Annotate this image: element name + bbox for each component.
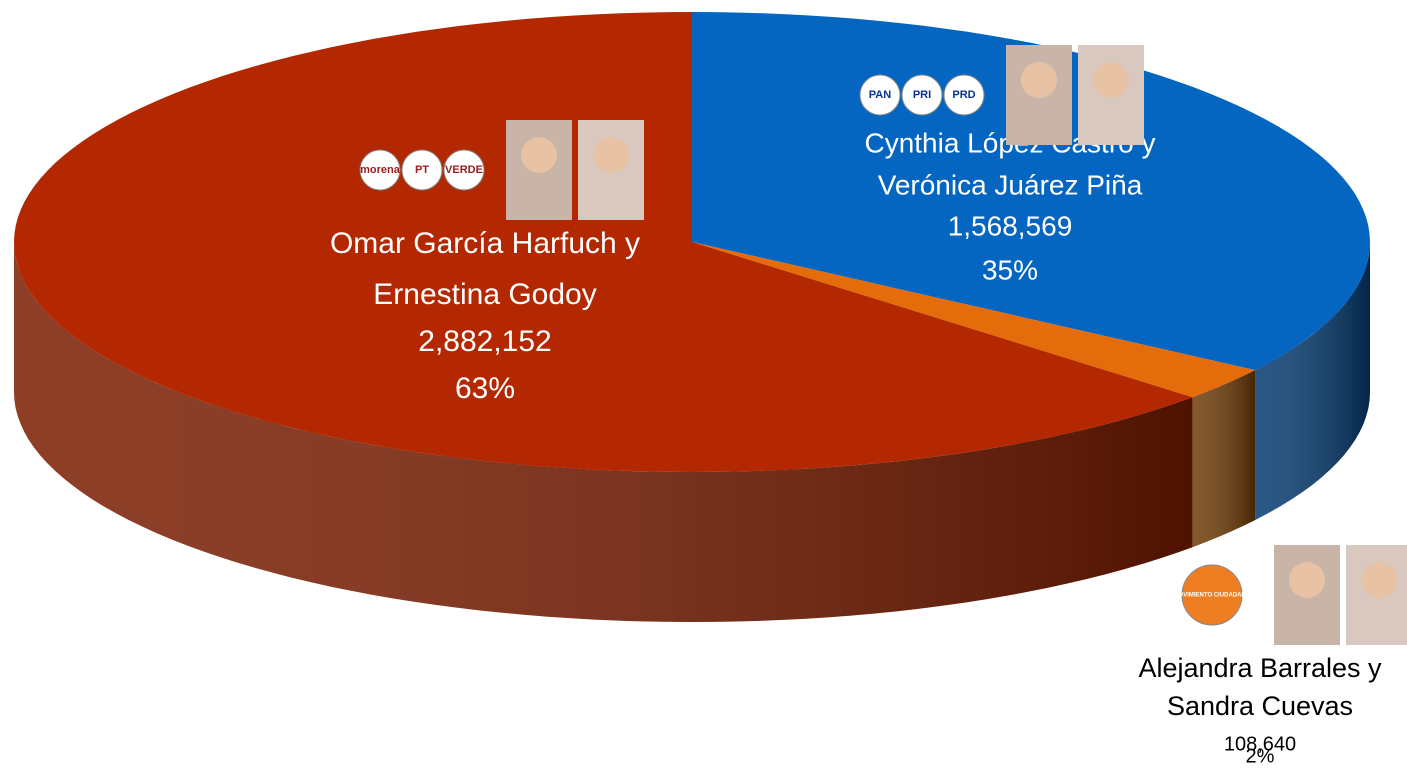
percent-label: 63% bbox=[455, 372, 515, 405]
value-label: 2,882,152 bbox=[418, 325, 551, 358]
party-logo bbox=[401, 149, 443, 191]
party-logo-text: morena bbox=[360, 164, 401, 176]
slice-side-shade bbox=[1255, 242, 1370, 521]
category-label: Sandra Cuevas bbox=[1167, 691, 1353, 721]
labels: Omar García Harfuch y Ernestina Godoy 2,88… bbox=[330, 45, 1407, 767]
party-logo-text: PRD bbox=[952, 89, 975, 101]
category-label: Omar García Harfuch y bbox=[330, 227, 640, 260]
party-logo bbox=[901, 74, 943, 116]
party-logo bbox=[359, 149, 401, 191]
party-logo-text: PAN bbox=[869, 89, 891, 101]
party-logo bbox=[859, 74, 901, 116]
percent-label: 2% bbox=[1246, 745, 1275, 767]
party-logo bbox=[943, 74, 985, 116]
logos: morena PT VERDE bbox=[359, 120, 644, 220]
party-logo-text: PRI bbox=[913, 89, 931, 101]
pie-tops bbox=[14, 12, 1370, 472]
candidate-face bbox=[1021, 62, 1057, 98]
category-label: Alejandra Barrales y bbox=[1138, 653, 1382, 683]
candidate-face bbox=[1093, 62, 1129, 98]
value-label: 1,568,569 bbox=[948, 210, 1073, 241]
party-logo-text: MOVIMIENTO CIUDADANO bbox=[1174, 593, 1251, 599]
category-label: Ernestina Godoy bbox=[373, 278, 596, 311]
value-label: 108,640 bbox=[1224, 733, 1296, 755]
party-logo-text: PT bbox=[415, 164, 429, 176]
slice-side-shade bbox=[14, 242, 1193, 622]
category-label: Verónica Juárez Piña bbox=[878, 169, 1143, 200]
pie-sides bbox=[14, 242, 1370, 622]
party-logo bbox=[1181, 564, 1243, 626]
slice bbox=[692, 242, 1256, 398]
candidate-face bbox=[593, 137, 629, 173]
percent-label: 35% bbox=[982, 254, 1038, 285]
data-label: Omar García Harfuch y Ernestina Godoy 2,88… bbox=[330, 227, 640, 405]
slice bbox=[14, 12, 1193, 472]
candidate-face bbox=[1361, 562, 1397, 598]
logos: MOVIMIENTO CIUDADANO bbox=[1174, 545, 1407, 645]
logos: PAN PRI PRD bbox=[859, 45, 1144, 145]
candidate-face bbox=[1289, 562, 1325, 598]
data-label: Alejandra Barrales y Sandra Cuevas 108,640… bbox=[1138, 653, 1382, 767]
candidate-face bbox=[521, 137, 557, 173]
party-logo-text: VERDE bbox=[445, 164, 483, 176]
party-logo bbox=[443, 149, 485, 191]
slice-side-shade bbox=[1192, 370, 1256, 548]
